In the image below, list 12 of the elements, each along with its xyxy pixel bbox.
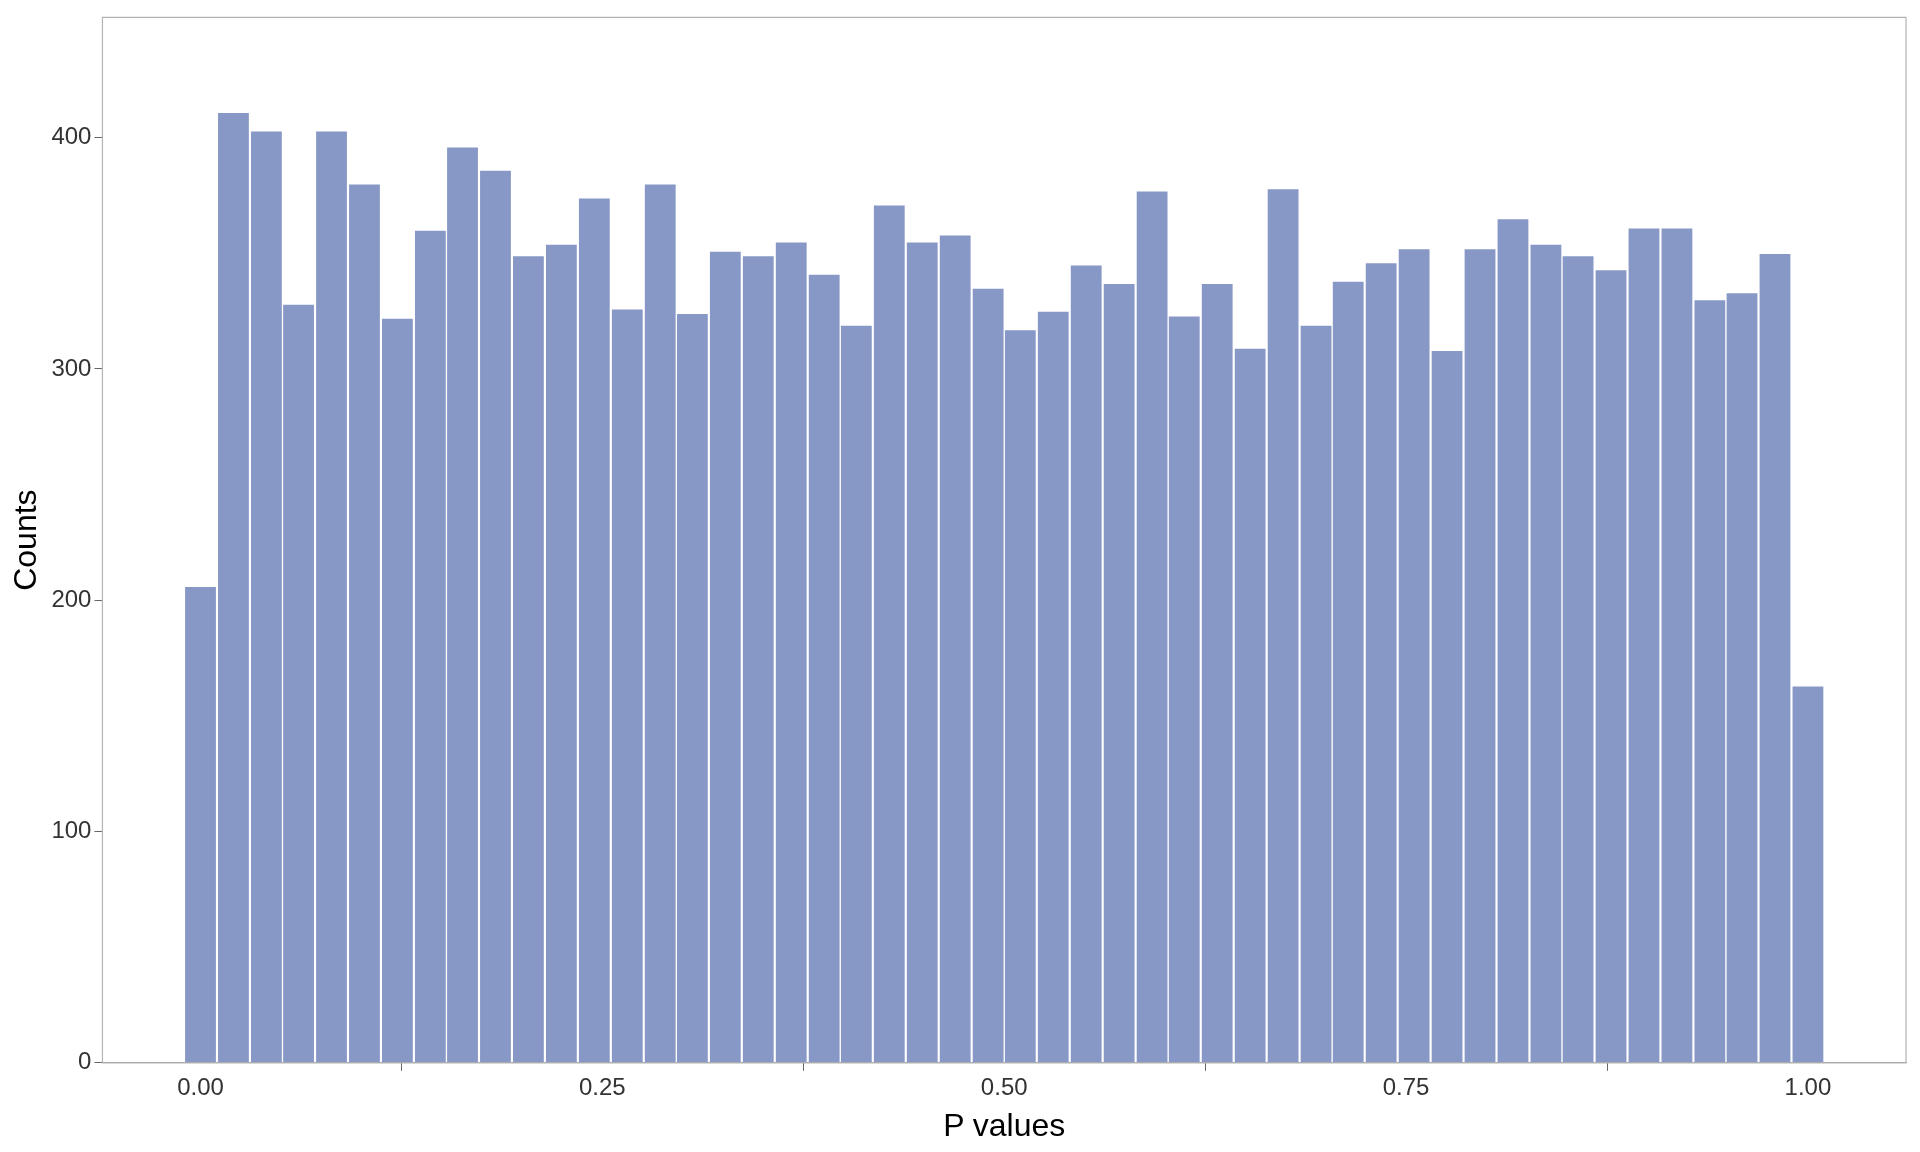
y-tick-label: 300 — [51, 353, 92, 381]
x-tick-label: 0.00 — [177, 1072, 224, 1100]
x-tick-label: 0.25 — [579, 1072, 626, 1100]
y-tick-label: 400 — [51, 122, 92, 150]
y-tick-label: 200 — [51, 584, 92, 612]
y-tick-label: 100 — [51, 816, 92, 844]
x-tick-label: 0.75 — [1382, 1072, 1430, 1100]
y-tick-label: 0 — [78, 1047, 92, 1075]
x-axis-title: P values — [943, 1106, 1066, 1143]
x-tick-label: 0.50 — [980, 1072, 1028, 1100]
y-axis-title: Counts — [7, 489, 44, 591]
x-tick-label: 1.00 — [1784, 1072, 1832, 1100]
